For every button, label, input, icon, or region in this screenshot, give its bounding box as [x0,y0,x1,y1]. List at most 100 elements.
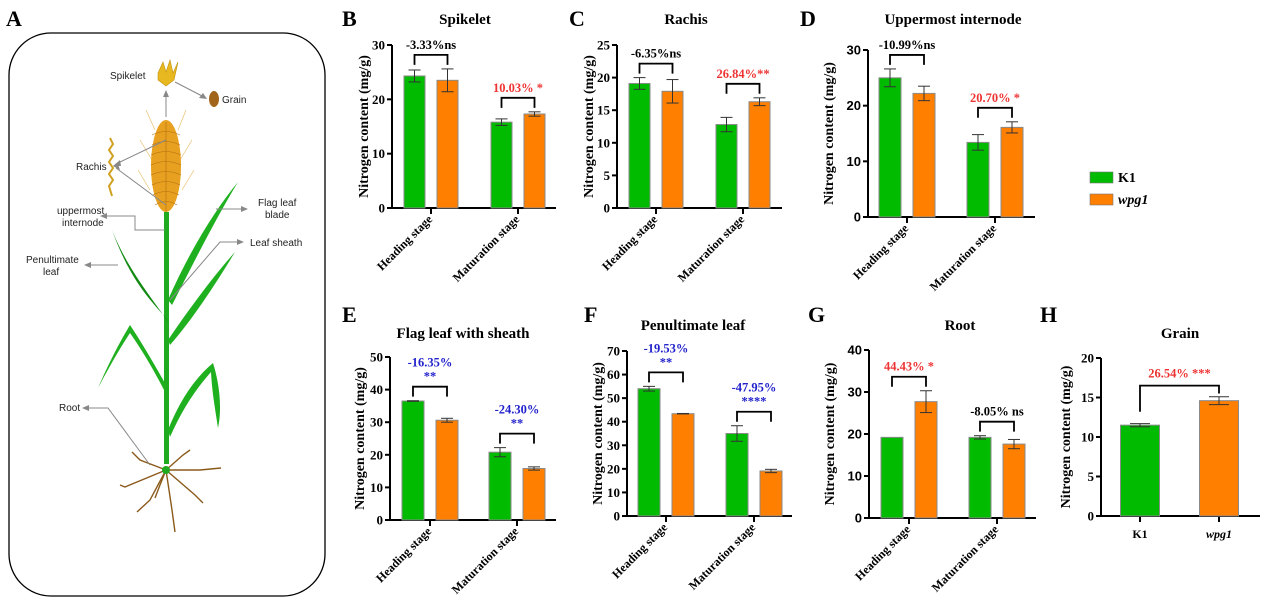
bar-wpg1 [759,470,783,517]
arrowheads [82,90,248,411]
significance-label: -24.30% [495,403,540,417]
label-flag-leaf-1: Flag leaf [258,198,297,209]
bar-wpg1 [435,419,459,521]
label-grain: Grain [222,95,246,106]
y-tick-label: 15 [1081,390,1095,405]
panel-letter-e: E [342,302,357,327]
y-tick-label: 0 [855,511,862,526]
leaf-icon [168,252,235,345]
significance-label: ** [511,417,524,431]
y-tick-label: 20 [370,447,383,462]
chart-title: Grain [1161,326,1200,342]
chart-title: Spikelet [439,12,491,28]
y-tick-label: 20 [848,427,862,442]
significance-bracket [412,385,448,397]
significance-label: 26.84%** [716,67,769,81]
chart-panels: B Spikelet Nitrogen content (mg/g) 0 10 20 30 H… [342,6,1260,597]
label-uppermost-1: uppermost [57,206,104,217]
significance-bracket [891,375,927,387]
x-tick-label: Heading stage [609,520,671,582]
y-tick-label: 10 [372,146,385,161]
bar-k1 [966,141,990,218]
y-tick-label: 25 [597,38,611,53]
y-tick-label: 20 [372,92,385,107]
chart-title: Penultimate leaf [641,318,747,334]
y-axis-label: Nitrogen content (mg/g) [591,362,606,505]
lower-leaf-icon [168,363,221,437]
y-tick-label: 10 [1081,430,1094,445]
y-axis-label: Nitrogen content (mg/g) [822,62,837,205]
panel-letter-g: G [808,302,825,327]
significance-label: 10.03% * [493,81,543,95]
chart-panel-f: F Penultimate leaf Nitrogen content (mg/g)… [584,302,792,593]
chart-panel-h: H Grain Nitrogen content (mg/g) 0 5 10 15 20 K1 w… [1040,302,1260,541]
significance-label: -16.35% [408,356,453,370]
bar-wpg1 [1000,126,1024,218]
y-tick-label: 0 [614,509,621,524]
significance-bracket [413,54,449,65]
bar-k1 [1120,424,1160,517]
bar-wpg1 [1002,443,1026,519]
legend-swatch-wpg1 [1089,193,1114,206]
legend: K1 wpg1 [1089,171,1148,208]
significance-label: ** [424,370,437,384]
panel-letter-a: A [6,6,22,31]
label-rachis: Rachis [76,162,107,173]
y-tick-label: 30 [372,38,385,53]
bar-k1 [880,436,904,519]
y-tick-label: 10 [370,480,383,495]
chart-panel-b: B Spikelet Nitrogen content (mg/g) 0 10 20 30 H… [342,6,556,285]
x-tick-label: Maturation stage [450,212,523,285]
bar-wpg1 [436,79,459,209]
y-tick-label: 30 [848,385,862,400]
significance-bracket [977,106,1013,118]
significance-bracket [979,420,1015,432]
chart-title: Rachis [664,12,708,28]
x-tick-label: K1 [1132,527,1147,541]
panel-letter-h: H [1040,302,1057,327]
y-tick-label: 30 [847,43,861,58]
label-flag-leaf-2: blade [265,210,290,221]
significance-bracket [736,410,772,422]
y-tick-label: 60 [607,367,620,382]
panel-letter-c: C [569,6,585,31]
root-base-icon [162,466,170,474]
panel-letter-b: B [342,6,357,31]
bar-k1 [878,77,902,218]
stem-icon [164,212,169,464]
x-tick-label: Heading stage [373,524,435,586]
significance-bracket [1139,384,1220,412]
bar-wpg1 [523,113,546,209]
spikelet-icon [157,58,179,87]
legend-label-wpg1: wpg1 [1118,193,1148,208]
y-tick-label: 40 [607,414,620,429]
diagram-arrows [86,81,244,466]
bar-wpg1 [522,467,546,521]
x-tick-label: Heading stage [599,212,661,274]
y-axis-label: Nitrogen content (mg/g) [823,362,838,505]
rachis-icon [107,137,115,197]
lower-leaf-icon [98,325,166,392]
significance-label: -6.35%ns [631,47,681,61]
wheat-ear-icon [137,109,195,212]
y-tick-label: 0 [604,201,611,216]
y-tick-label: 70 [607,344,620,359]
y-tick-label: 30 [370,415,383,430]
significance-bracket [889,54,925,65]
chart-panel-d: D Uppermost internode Nitrogen content (mg… [800,6,1035,294]
x-tick-label: Maturation stage [675,212,748,285]
x-tick-label: Maturation stage [449,524,522,597]
y-tick-label: 10 [607,485,620,500]
significance-bracket [648,371,684,383]
panel-letter-d: D [800,6,816,31]
significance-label: -19.53% [644,341,689,355]
penultimate-leaf-icon [112,230,168,322]
significance-bracket [638,62,674,74]
y-axis-label: Nitrogen content (mg/g) [353,367,368,510]
bar-k1 [490,121,513,209]
y-tick-label: 0 [1088,509,1095,524]
x-tick-label: Heading stage [850,221,912,283]
chart-panel-e: E Flag leaf with sheath Nitrogen content (… [342,302,556,597]
significance-label: -3.33%ns [406,38,456,52]
